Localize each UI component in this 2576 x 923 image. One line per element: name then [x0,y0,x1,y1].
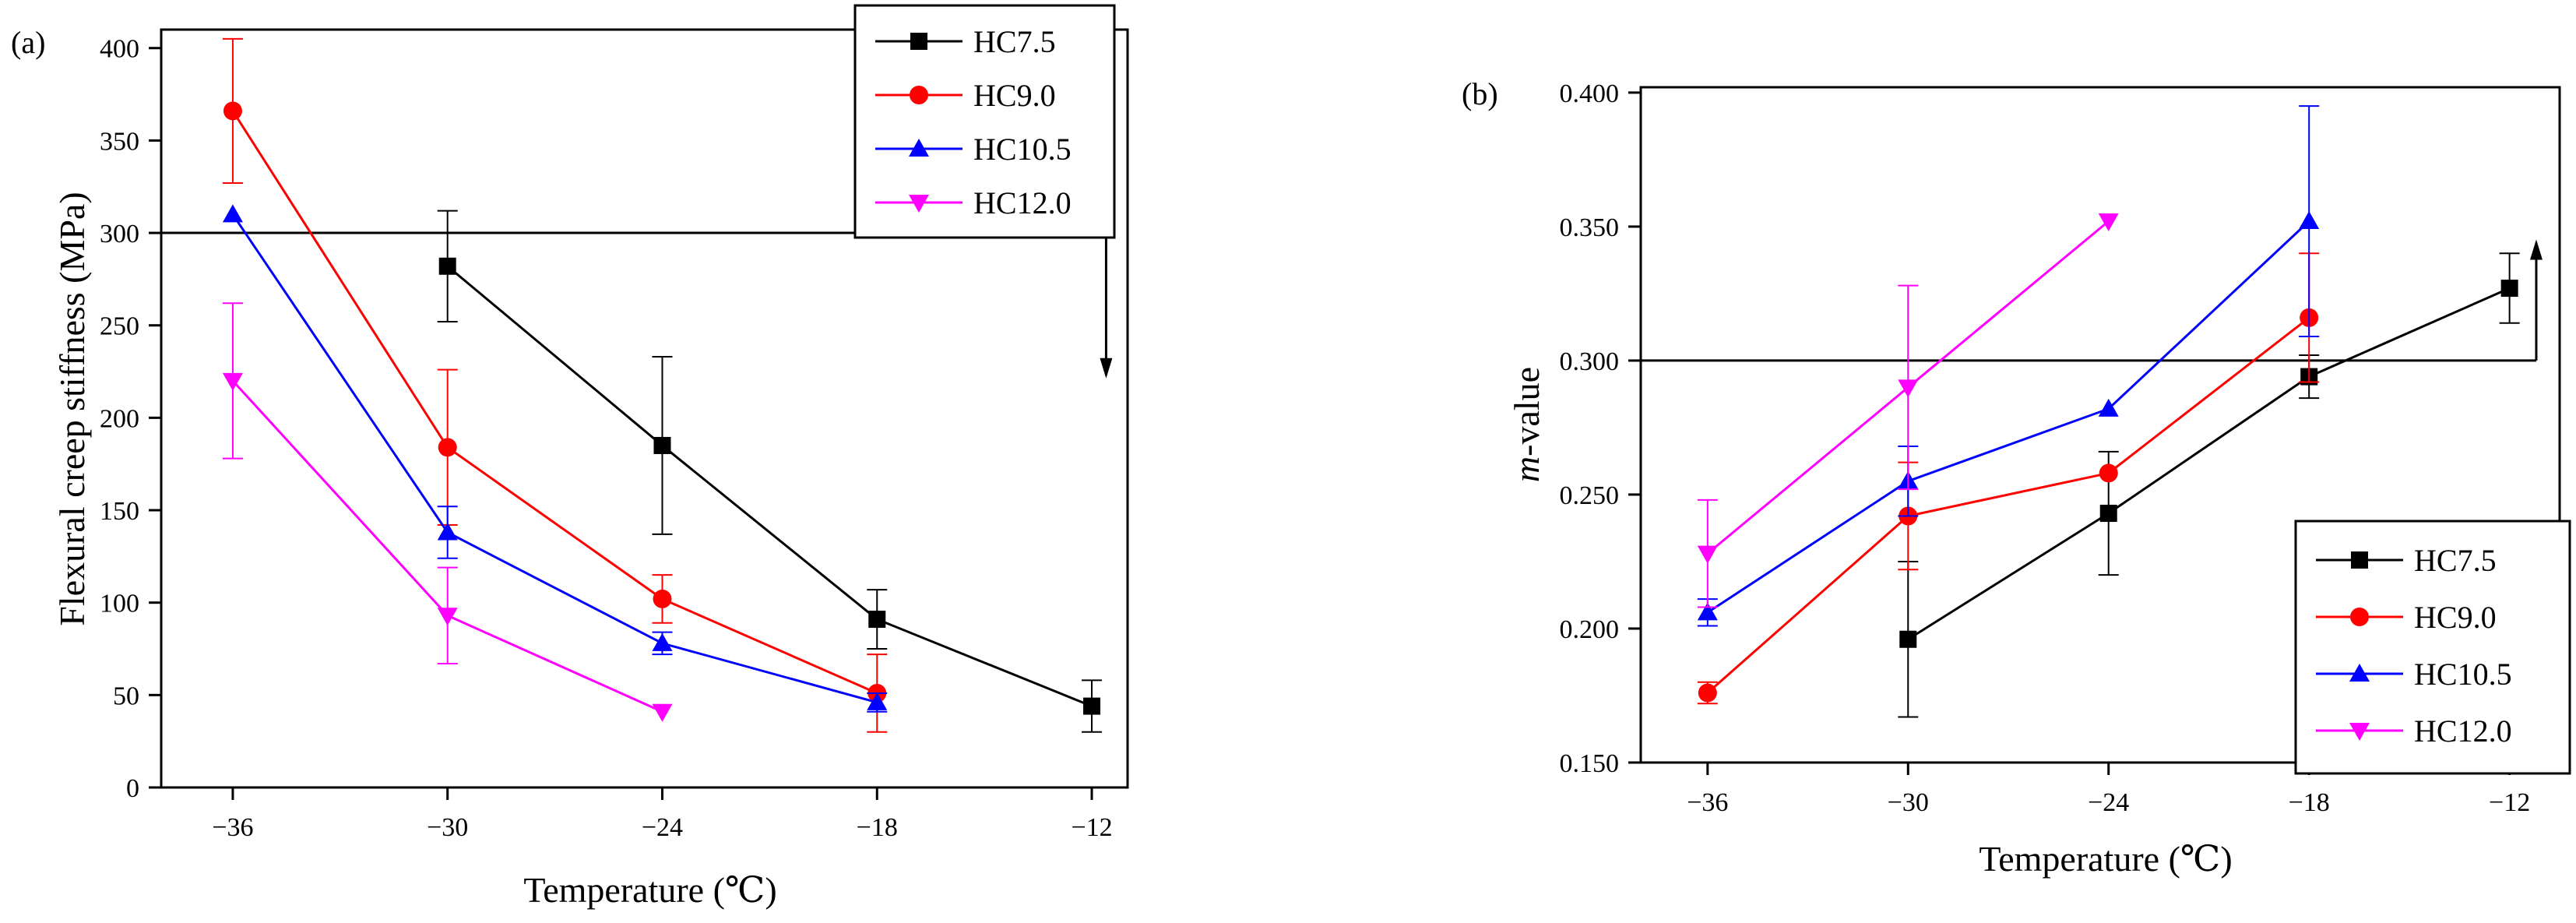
x-tick-label: −36 [212,813,253,842]
x-tick-label: −18 [857,813,898,842]
x-tick-label: −30 [1888,788,1929,817]
y-tick-label: 0 [126,774,139,803]
legend-label: HC7.5 [2414,543,2497,578]
series-line [1706,220,2310,614]
data-point [438,438,457,457]
x-tick-label: −36 [1687,788,1728,817]
legend-marker [909,195,929,213]
x-tick-label: −12 [1071,813,1112,842]
series-line [1706,316,2310,694]
x-tick-label: −12 [2489,788,2530,817]
series-line [446,265,1093,707]
limit-arrow-head [2529,239,2543,260]
y-axis-title: Flexural creep stiffness (MPa) [52,192,92,625]
y-tick-label: 300 [100,220,139,248]
y-tick-label: 100 [100,590,139,618]
series-hc9-0 [222,37,888,733]
legend-marker [2349,664,2370,682]
data-point [2500,280,2518,298]
series-line [231,110,878,695]
data-point [652,703,673,722]
legend-label: HC9.0 [973,78,1056,113]
y-tick-label: 0.150 [1560,749,1620,778]
data-point [1083,697,1101,715]
y-axis-title-rest: -value [1507,367,1547,456]
y-tick-label: 0.200 [1560,615,1620,644]
legend-marker [910,86,928,104]
legend-marker [910,33,927,50]
data-point [1697,602,1718,621]
data-point [868,611,886,629]
data-point [653,589,672,608]
series-line [1907,287,2511,641]
series-hc12-0 [222,302,673,722]
plot-frame [1639,86,2561,764]
panel-label: (b) [1462,76,1498,111]
legend-marker [2349,723,2370,741]
data-point [2099,463,2118,483]
data-point [2098,398,2119,417]
series-line [231,213,878,704]
legend-label: HC10.5 [2414,657,2512,692]
y-tick-label: 400 [100,35,139,64]
x-tick-label: −24 [2088,788,2129,817]
series-hc10-5 [1697,105,2320,627]
data-point [653,436,671,454]
data-point [437,522,458,541]
y-axis-title-italic: m [1507,456,1547,482]
series-hc12-0 [1697,213,2119,608]
y-tick-label: 0.250 [1560,481,1620,510]
y-tick-label: 250 [100,312,139,341]
legend-label: HC7.5 [973,24,1056,59]
series-hc7-5 [437,210,1103,733]
legend-marker [909,139,929,157]
data-point [2098,213,2119,232]
data-point [1898,379,1919,398]
legend-marker [2350,608,2369,626]
panel-a: (a) −36 −30 −24 −18 −12 0 50 100 150 200 250 300 350 4… [11,4,1129,910]
data-point [2299,211,2320,230]
legend-label: HC12.0 [973,185,1072,220]
data-point [2099,505,2117,523]
legend-box [853,4,1116,239]
legend-label: HC9.0 [2414,600,2497,635]
data-point [437,608,458,626]
x-tick-label: −24 [642,813,683,842]
data-point [652,632,673,651]
y-tick-label: 200 [100,404,139,433]
legend-marker [2351,551,2368,569]
series-hc10-5 [222,204,888,713]
legend: HC7.5 HC9.0 HC10.5 HC12.0 [2294,520,2571,775]
plot-frame [160,28,1129,789]
x-axis-title: Temperature (℃) [1979,839,2232,879]
y-tick-label: 0.400 [1560,79,1620,108]
y-tick-label: 0.300 [1560,347,1620,376]
panel-label: (a) [11,25,45,60]
legend: HC7.5 HC9.0 HC10.5 HC12.0 [853,4,1116,239]
x-tick-label: −30 [427,813,468,842]
series-hc9-0 [1697,252,2320,705]
data-point [867,692,888,710]
data-point [222,204,243,223]
legend-label: HC12.0 [2414,713,2512,749]
data-point [222,372,243,391]
y-tick-label: 0.350 [1560,213,1620,242]
y-tick-label: 350 [100,127,139,156]
x-tick-label: −18 [2289,788,2330,817]
data-point [1698,683,1717,703]
data-point [1697,545,1718,564]
x-axis-title: Temperature (℃) [523,870,776,910]
data-point [1899,630,1917,648]
y-tick-label: 50 [113,682,139,710]
data-point [223,101,242,121]
limit-arrow-head [1100,358,1113,379]
legend-label: HC10.5 [973,132,1072,167]
y-tick-label: 150 [100,497,139,526]
y-axis-title: m-value [1507,367,1547,482]
data-point [438,257,456,275]
panel-b: (b) −36 −30 −24 −18 −12 0.150 0.200 0.250 0.300 0.… [1462,76,2571,879]
